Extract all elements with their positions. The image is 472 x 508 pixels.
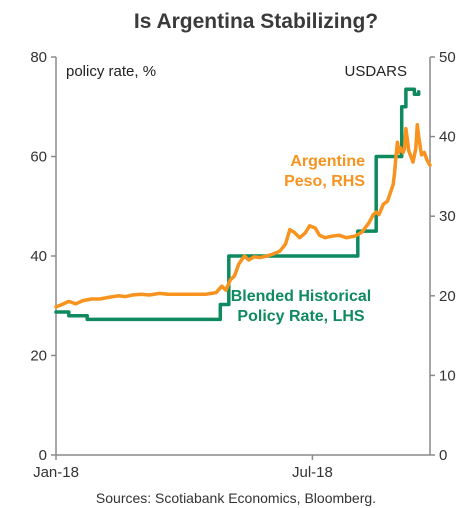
plot-area [54,87,432,322]
left-tick-label: 0 [39,447,47,464]
right-tick-label: 40 [439,129,456,146]
right-tick-label: 10 [439,367,456,384]
right-tick-label: 0 [439,447,447,464]
right-tick-label: 50 [439,49,456,66]
peso-line [54,122,432,309]
policy-annotation-line2: Policy Rate, LHS [237,308,364,325]
left-tick-label: 60 [30,149,47,166]
right-axis-label: USDARS [344,63,407,80]
policy-annotation-line1: Blended Historical [231,288,371,305]
right-tick-label: 30 [439,208,456,225]
left-tick-label: 40 [30,248,47,265]
left-tick-label: 80 [30,49,47,66]
right-tick-label: 20 [439,288,456,305]
x-tick-label: Jul-18 [292,464,333,481]
chart-title: Is Argentina Stabilizing? [134,10,378,33]
axes: 0 20 40 60 80 0 10 20 30 40 50 Jan-18 Jul-18 [30,49,455,481]
x-tick-label: Jan-18 [33,464,79,481]
peso-annotation-line1: Argentine [290,153,365,170]
source-note: Sources: Scotiabank Economics, Bloomberg… [96,490,376,506]
peso-annotation-line2: Peso, RHS [284,173,365,190]
left-axis-label: policy rate, % [66,63,156,80]
left-tick-label: 20 [30,348,47,365]
policy-rate-line [54,87,421,322]
